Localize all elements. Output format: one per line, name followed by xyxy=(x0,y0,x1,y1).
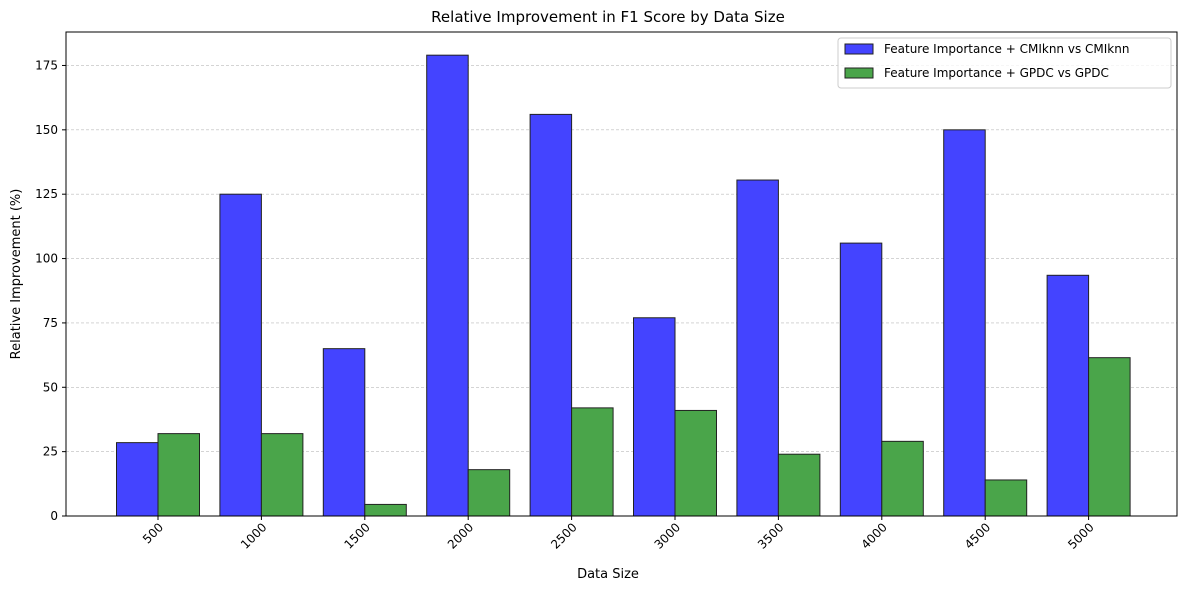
bar-cmiknn-1000 xyxy=(219,193,262,517)
bar-gpdc-3000 xyxy=(674,409,717,517)
bars xyxy=(116,54,1131,517)
bar-cmiknn-4000 xyxy=(839,242,883,517)
bar-gpdc-2500 xyxy=(571,407,614,517)
x-axis-label: Data Size xyxy=(577,567,639,582)
x-axis-ticks: 500 1000 1500 2000 2500 3000 3500 4000 4500 5000 xyxy=(140,516,1097,552)
bar-gpdc-500 xyxy=(157,433,200,517)
y-tick-label: 175 xyxy=(35,58,58,72)
legend-swatch-gpdc xyxy=(844,67,874,79)
x-tick-label: 5000 xyxy=(1065,520,1096,551)
bar-cmiknn-1500 xyxy=(322,348,366,517)
y-axis-ticks: 0 25 50 75 100 125 150 175 xyxy=(35,58,66,523)
y-axis-label: Relative Improvement (%) xyxy=(9,189,24,360)
bar-cmiknn-500 xyxy=(116,442,159,517)
bar-gpdc-4000 xyxy=(881,440,924,517)
bar-cmiknn-4500 xyxy=(943,129,986,517)
bar-gpdc-2000 xyxy=(467,469,511,517)
x-tick-label: 3500 xyxy=(755,520,786,551)
chart-title: Relative Improvement in F1 Score by Data… xyxy=(431,8,785,26)
x-tick-label: 2500 xyxy=(548,520,579,551)
bar-gpdc-1500 xyxy=(364,503,407,517)
y-tick-label: 0 xyxy=(50,509,58,523)
y-tick-label: 100 xyxy=(35,252,58,266)
x-tick-label: 1500 xyxy=(341,520,372,551)
bar-gpdc-4500 xyxy=(984,479,1028,517)
x-tick-label: 4000 xyxy=(858,520,889,551)
bar-gpdc-3500 xyxy=(777,453,821,517)
x-tick-label: 2000 xyxy=(445,520,476,551)
plot-area-frame xyxy=(65,31,1178,517)
y-tick-label: 75 xyxy=(43,316,58,330)
x-tick-label: 1000 xyxy=(238,520,269,551)
y-tick-label: 25 xyxy=(43,445,58,459)
bar-cmiknn-3500 xyxy=(736,179,779,517)
y-tick-label: 125 xyxy=(35,187,58,201)
bar-gpdc-1000 xyxy=(260,433,304,517)
legend-frame xyxy=(837,37,1172,89)
bar-cmiknn-2500 xyxy=(529,113,573,517)
x-tick-label: 3000 xyxy=(652,520,683,551)
bar-cmiknn-3000 xyxy=(633,317,676,517)
y-tick-label: 150 xyxy=(35,123,58,137)
bar-cmiknn-5000 xyxy=(1046,274,1090,517)
legend-label-gpdc: Feature Importance + GPDC vs GPDC xyxy=(884,66,1109,80)
bar-cmiknn-2000 xyxy=(426,54,469,517)
y-tick-label: 50 xyxy=(43,380,58,394)
legend: Feature Importance + CMIknn vs CMIknn Fe… xyxy=(837,37,1172,89)
bar-gpdc-5000 xyxy=(1088,357,1131,517)
x-tick-label: 500 xyxy=(140,520,166,546)
x-tick-label: 4500 xyxy=(962,520,993,551)
legend-label-cmiknn: Feature Importance + CMIknn vs CMIknn xyxy=(884,42,1129,56)
legend-swatch-cmiknn xyxy=(844,43,874,55)
